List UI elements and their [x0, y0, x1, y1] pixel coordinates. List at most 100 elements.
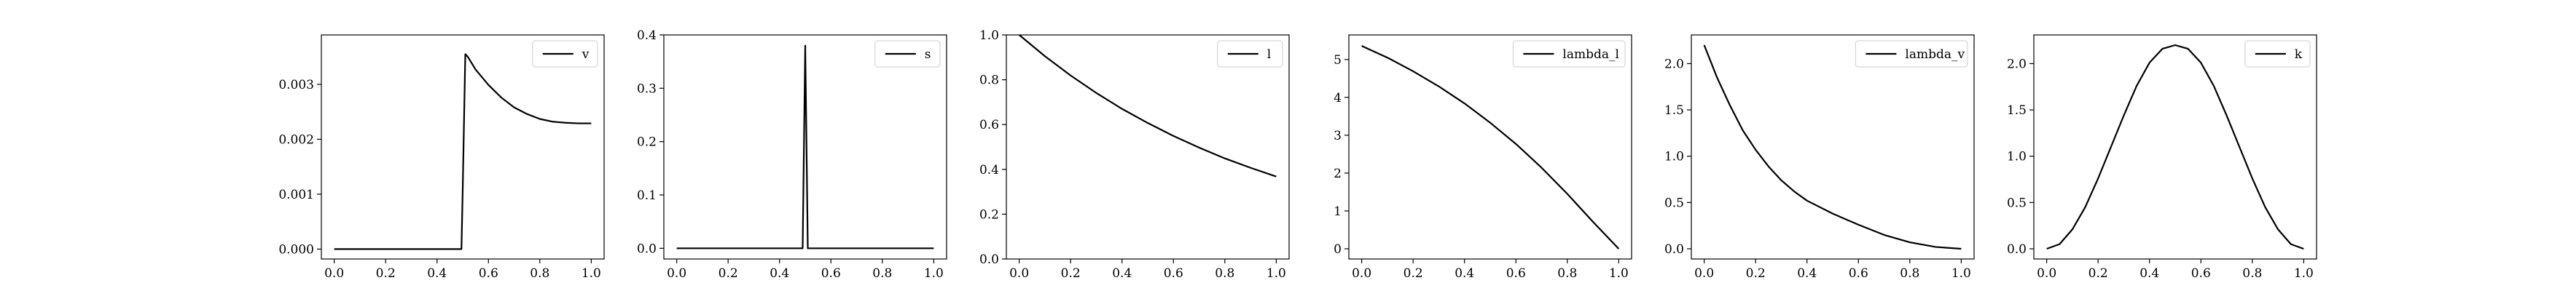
- y-tick-label: 0.3: [637, 81, 657, 96]
- x-tick-label: 0.4: [770, 266, 789, 281]
- x-tick-label: 1.0: [1267, 266, 1286, 281]
- axes-frame: [1348, 34, 1632, 260]
- y-tick-label: 1.0: [2007, 150, 2027, 164]
- x-tick-label: 0.6: [821, 266, 841, 281]
- x-tick-label: 0.8: [530, 266, 549, 281]
- x-tick-label: 0.2: [1746, 266, 1766, 281]
- x-tick-label: 0.2: [1404, 266, 1423, 281]
- x-tick-label: 0.8: [872, 266, 892, 281]
- legend: s: [874, 40, 941, 68]
- legend-label: s: [925, 47, 931, 62]
- y-tick-label: 1.0: [1664, 150, 1684, 164]
- legend-label: lambda_v: [1905, 47, 1965, 62]
- legend: lambda_l: [1512, 40, 1626, 68]
- y-tick-label: 2.0: [2007, 57, 2027, 71]
- x-tick-label: 0.6: [1506, 266, 1526, 281]
- x-tick-label: 1.0: [924, 266, 944, 281]
- y-tick-label: 0.6: [979, 118, 999, 132]
- subplot-3: 0.0 0.2 0.4 0.6 0.8 1.0 0.0 0.2 0.4 0.6 0.8 1.0 l: [979, 28, 1290, 281]
- x-tick-label: 0.6: [1849, 266, 1868, 281]
- subplot-6: 0.0 0.2 0.4 0.6 0.8 1.0 0.0 0.5 1.0 1.5 2.0 k: [2007, 34, 2317, 281]
- y-tick-label: 4: [1334, 91, 1342, 105]
- axes-frame: [321, 34, 605, 260]
- x-tick-label: 0.2: [719, 266, 738, 281]
- subplot-4: 0.0 0.2 0.4 0.6 0.8 1.0 0 1 2 3 4 5 lambda_l: [1334, 34, 1632, 281]
- x-tick-label: 0.0: [667, 266, 686, 281]
- x-tick-label: 0.0: [1009, 266, 1029, 281]
- y-tick-label: 0.0: [637, 242, 657, 256]
- y-tick-label: 0.003: [278, 78, 314, 92]
- x-tick-label: 0.6: [479, 266, 498, 281]
- y-tick-label: 2: [1334, 167, 1342, 181]
- y-tick-label: 0.8: [979, 73, 999, 88]
- y-tick-label: 0.5: [2007, 196, 2027, 210]
- legend-label: v: [582, 47, 590, 62]
- series-line-v: [334, 53, 592, 250]
- legend-label: lambda_l: [1562, 47, 1619, 62]
- x-tick-label: 1.0: [582, 266, 601, 281]
- x-tick-label: 0.8: [2242, 266, 2262, 281]
- x-tick-label: 1.0: [1951, 266, 1971, 281]
- x-tick-label: 0.4: [1455, 266, 1474, 281]
- y-tick-label: 0.1: [637, 188, 657, 203]
- subplot-1: 0.0 0.2 0.4 0.6 0.8 1.0 0.000 0.001 0.002 0.003 v: [278, 34, 605, 281]
- x-tick-label: 0.0: [1352, 266, 1371, 281]
- legend-box: [1512, 40, 1626, 68]
- x-tick-label: 0.4: [1112, 266, 1132, 281]
- series-line-s: [676, 44, 934, 250]
- y-tick-label: 0.0: [2007, 242, 2027, 257]
- x-tick-label: 0.4: [427, 266, 447, 281]
- subplot-5: 0.0 0.2 0.4 0.6 0.8 1.0 0.0 0.5 1.0 1.5 2.0 lambda_…: [1664, 34, 1975, 281]
- y-tick-label: 0.001: [278, 188, 314, 202]
- x-tick-label: 0.2: [2088, 266, 2108, 281]
- axes-frame: [2033, 34, 2317, 260]
- legend: lambda_v: [1855, 40, 1968, 68]
- y-tick-label: 0.002: [278, 132, 314, 147]
- x-tick-label: 0.6: [1164, 266, 1183, 281]
- x-tick-label: 1.0: [2294, 266, 2314, 281]
- x-tick-label: 0.4: [1797, 266, 1817, 281]
- y-tick-label: 1: [1334, 204, 1342, 219]
- legend-box: [1855, 40, 1968, 68]
- y-tick-label: 0.2: [979, 207, 999, 222]
- x-tick-label: 1.0: [1609, 266, 1629, 281]
- y-tick-label: 3: [1334, 129, 1342, 143]
- y-tick-label: 0.4: [979, 163, 999, 178]
- y-tick-label: 0.0: [979, 252, 999, 267]
- x-tick-label: 0.6: [2191, 266, 2211, 281]
- x-tick-label: 0.0: [2037, 266, 2056, 281]
- y-tick-label: 0.0: [1664, 242, 1684, 257]
- x-tick-label: 0.4: [2140, 266, 2159, 281]
- y-tick-label: 0.2: [637, 135, 657, 150]
- x-tick-label: 0.0: [1694, 266, 1714, 281]
- legend: k: [2244, 40, 2311, 68]
- series-line-l: [1018, 34, 1277, 178]
- legend-label: k: [2295, 47, 2303, 62]
- x-tick-label: 0.2: [1061, 266, 1081, 281]
- legend: l: [1217, 40, 1283, 68]
- x-tick-label: 0.8: [1900, 266, 1919, 281]
- y-tick-label: 1.5: [2007, 103, 2027, 118]
- axes-frame: [1006, 34, 1290, 260]
- axes-frame: [663, 34, 947, 260]
- y-tick-label: 5: [1334, 53, 1342, 68]
- y-tick-label: 0.000: [278, 242, 314, 257]
- y-tick-label: 1.5: [1664, 103, 1684, 118]
- y-tick-label: 0.4: [637, 28, 657, 43]
- legend-label: l: [1267, 47, 1271, 62]
- x-tick-label: 0.8: [1215, 266, 1234, 281]
- series-line-k: [2046, 44, 2304, 250]
- legend: v: [532, 40, 598, 68]
- axes-frame: [1691, 34, 1975, 260]
- x-tick-label: 0.2: [376, 266, 396, 281]
- y-tick-label: 2.0: [1664, 57, 1684, 71]
- series-line-lambda_v: [1703, 44, 1962, 250]
- y-tick-label: 0.5: [1664, 196, 1684, 210]
- x-tick-label: 0.0: [324, 266, 344, 281]
- y-tick-label: 0: [1334, 242, 1342, 257]
- subplot-2: 0.0 0.2 0.4 0.6 0.8 1.0 0.0 0.1 0.2 0.3 0.4 s: [637, 28, 947, 281]
- series-line-lambda_l: [1361, 45, 1620, 250]
- x-tick-label: 0.8: [1557, 266, 1577, 281]
- y-tick-label: 1.0: [979, 28, 999, 43]
